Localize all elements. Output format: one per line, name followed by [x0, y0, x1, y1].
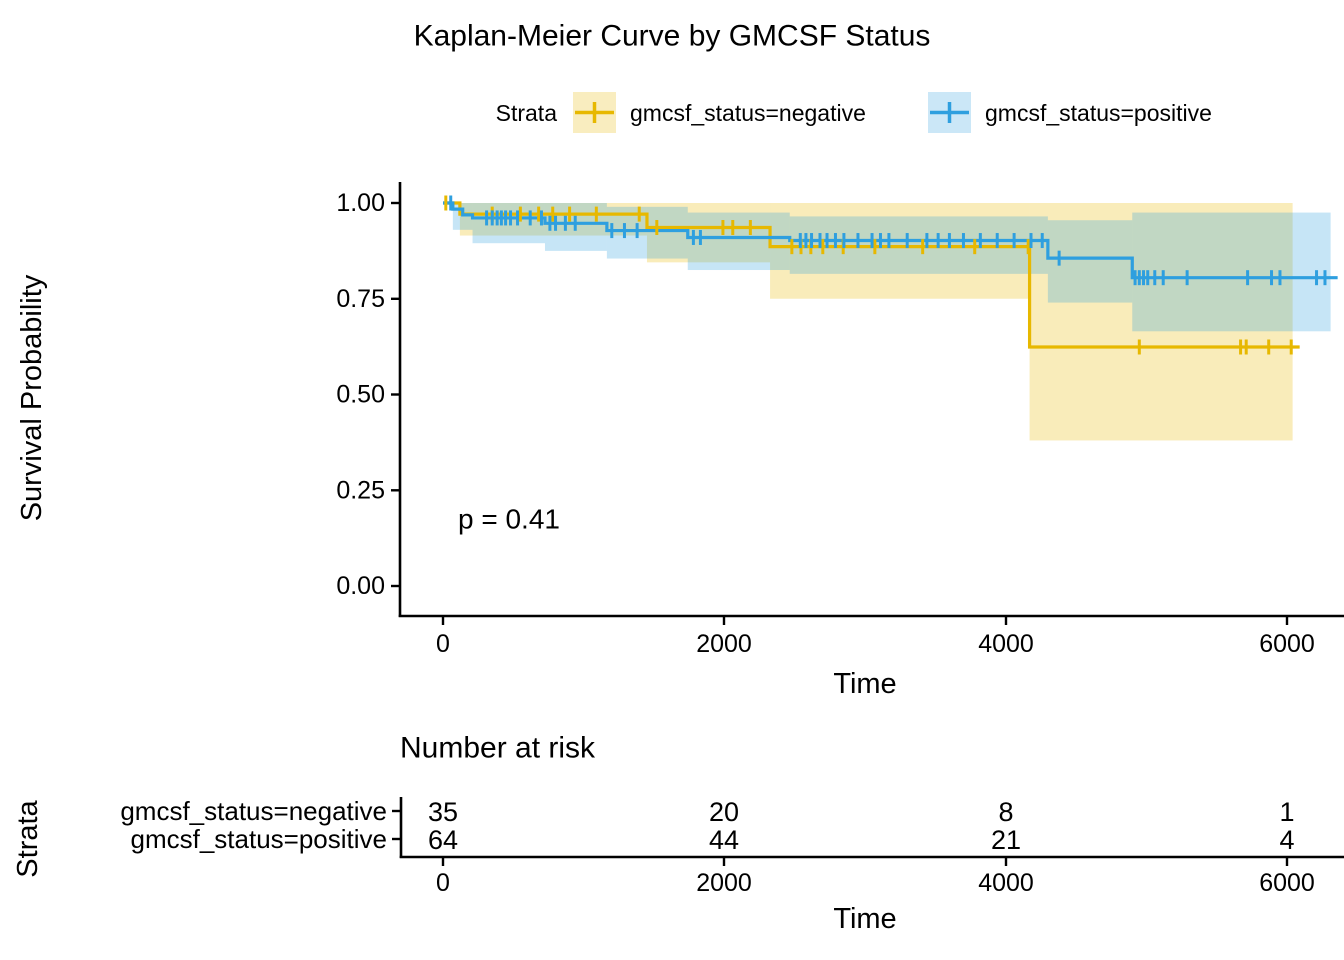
risk-x-tick-label: 4000: [978, 869, 1034, 897]
risk-count: 44: [709, 825, 739, 855]
risk-count: 35: [428, 797, 458, 827]
ci-band: [1029, 203, 1293, 441]
y-tick-label: 0.50: [336, 381, 385, 409]
risk-count: 1: [1279, 797, 1294, 827]
risk-count: 64: [428, 825, 458, 855]
main-axes: 1.00 0.75 0.50 0.25 0.00 0 2000 4000 600…: [16, 182, 1344, 700]
y-axis-title: Survival Probability: [16, 274, 48, 521]
x-tick-label: 4000: [978, 630, 1034, 658]
risk-count: 21: [991, 825, 1021, 855]
y-tick-label: 1.00: [336, 189, 385, 217]
risk-x-tick-label: 6000: [1259, 869, 1315, 897]
risk-x-axis-title: Time: [833, 903, 896, 935]
risk-count: 4: [1279, 825, 1294, 855]
ci-band: [1047, 220, 1133, 303]
ci-band: [687, 212, 790, 271]
x-tick-label: 2000: [696, 630, 752, 658]
x-tick-label: 6000: [1259, 630, 1315, 658]
censor-marks: [444, 195, 1327, 355]
x-axis-title: Time: [833, 668, 896, 700]
confidence-bands: [452, 203, 1331, 441]
risk-table-title: Number at risk: [400, 732, 596, 765]
ci-band: [770, 203, 1030, 299]
risk-row-label-positive: gmcsf_status=positive: [130, 824, 387, 854]
survival-curves: [443, 201, 1338, 349]
pvalue-annotation: p = 0.41: [458, 504, 560, 535]
y-tick-label: 0.25: [336, 476, 385, 504]
risk-x-tick-label: 0: [436, 869, 450, 897]
legend: Strata gmcsf_status=negative gmcsf_statu…: [496, 92, 1212, 133]
chart-title: Kaplan-Meier Curve by GMCSF Status: [414, 20, 931, 53]
y-tick-label: 0.75: [336, 285, 385, 313]
legend-label-positive: gmcsf_status=positive: [985, 100, 1212, 126]
ci-band: [1132, 212, 1331, 332]
x-tick-label: 0: [436, 630, 450, 658]
y-tick-label: 0.00: [336, 572, 385, 600]
legend-label-negative: gmcsf_status=negative: [630, 100, 866, 126]
legend-title: Strata: [496, 100, 558, 126]
risk-row-label-negative: gmcsf_status=negative: [120, 796, 387, 826]
risk-count: 20: [709, 797, 739, 827]
risk-count: 8: [998, 797, 1013, 827]
ci-band: [472, 203, 545, 244]
risk-table-y-title: Strata: [12, 799, 44, 877]
risk-x-tick-label: 2000: [696, 869, 752, 897]
survival-curve: [443, 201, 1338, 280]
risk-table: Number at risk Strata gmcsf_status=negat…: [12, 732, 1344, 935]
